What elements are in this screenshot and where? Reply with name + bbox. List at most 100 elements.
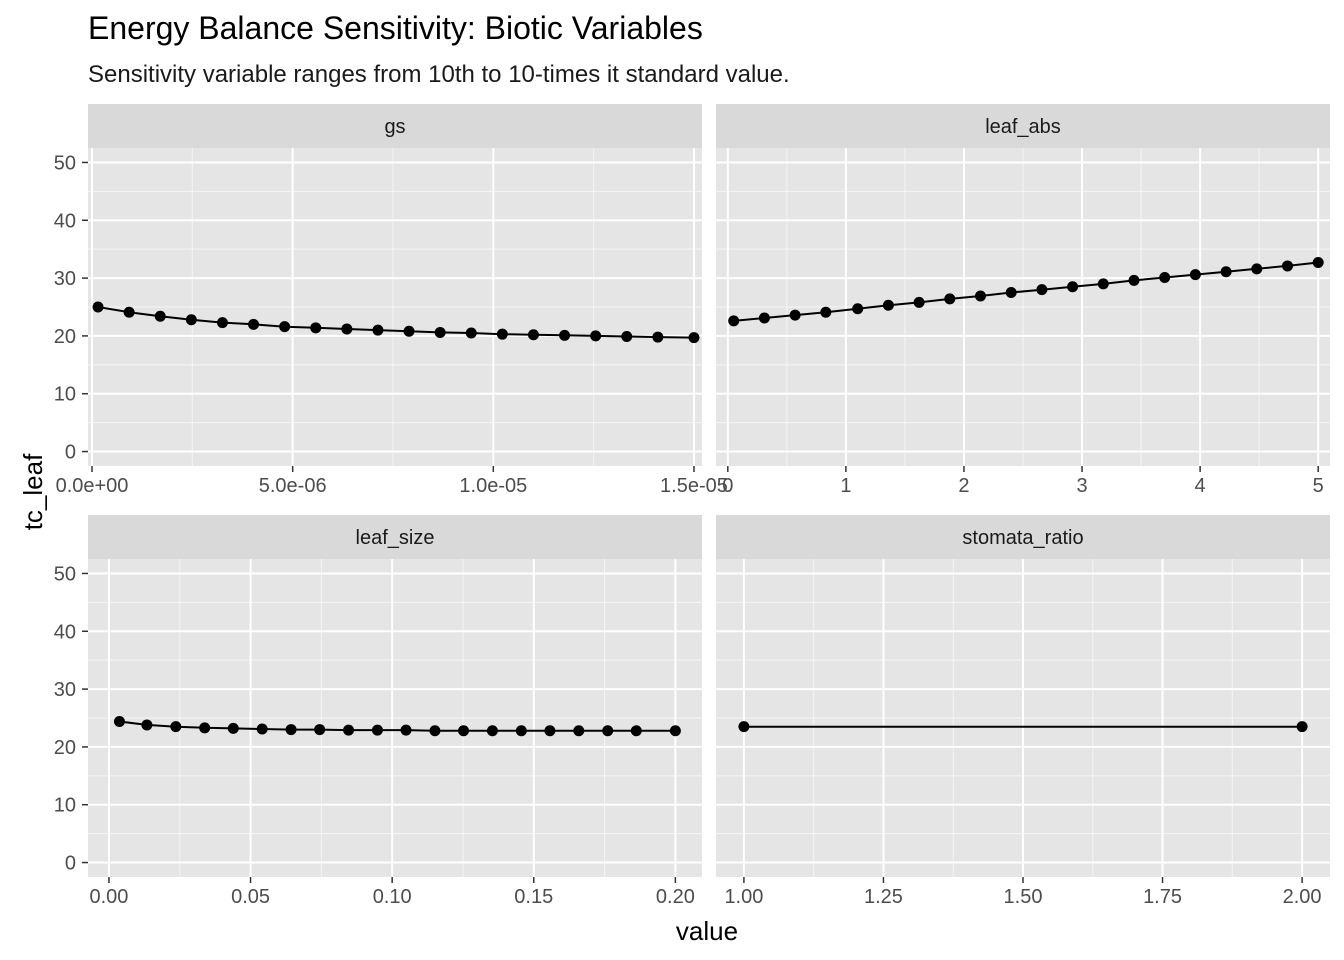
data-point xyxy=(1036,284,1048,296)
x-axis-title: value xyxy=(676,916,738,946)
data-point xyxy=(429,725,441,737)
data-point xyxy=(688,332,700,344)
data-point xyxy=(1281,260,1293,272)
y-tick-label: 10 xyxy=(54,384,76,406)
data-point xyxy=(154,310,166,322)
data-point xyxy=(400,724,412,736)
data-point xyxy=(789,309,801,321)
data-point xyxy=(630,725,642,737)
data-point xyxy=(974,290,986,302)
data-point xyxy=(248,318,260,330)
y-tick-label: 10 xyxy=(54,795,76,817)
facet-strip-label: leaf_size xyxy=(356,527,435,549)
data-point xyxy=(341,323,353,335)
x-tick-label: 1 xyxy=(840,475,851,497)
facet-strip-label: gs xyxy=(384,116,405,138)
data-point xyxy=(820,306,832,318)
facet-gs: gs 0 10 20 30 40 50 0.0e+00 5.0e-06 1.0e-05 1.5e-0… xyxy=(54,104,728,497)
data-point xyxy=(170,721,182,733)
y-tick-label: 20 xyxy=(54,737,76,759)
x-tick-label: 0.0e+00 xyxy=(56,475,129,497)
data-point xyxy=(285,724,297,736)
data-point xyxy=(343,724,355,736)
data-point xyxy=(486,725,498,737)
data-point xyxy=(669,725,681,737)
data-point xyxy=(852,303,864,315)
data-point xyxy=(113,715,125,727)
data-point xyxy=(621,330,633,342)
data-point xyxy=(559,329,571,341)
data-point xyxy=(527,329,539,341)
x-tick-label: 4 xyxy=(1195,475,1206,497)
data-point xyxy=(496,328,508,340)
facet-strip-label: leaf_abs xyxy=(985,116,1061,138)
data-point xyxy=(372,324,384,336)
data-point xyxy=(123,306,135,318)
data-point xyxy=(314,724,326,736)
x-tick-label: 0.20 xyxy=(656,886,695,908)
x-tick-label: 1.00 xyxy=(724,886,763,908)
y-tick-label: 30 xyxy=(54,268,76,290)
data-point xyxy=(1296,721,1308,733)
y-tick-label: 50 xyxy=(54,152,76,174)
y-tick-label: 40 xyxy=(54,210,76,232)
y-tick-label: 50 xyxy=(54,563,76,585)
x-tick-label: 0.10 xyxy=(373,886,412,908)
data-point xyxy=(465,327,477,339)
data-point xyxy=(185,314,197,326)
x-tick-label: 5 xyxy=(1313,475,1324,497)
x-tick-label: 1.75 xyxy=(1143,886,1182,908)
y-tick-label: 20 xyxy=(54,326,76,348)
data-point xyxy=(602,725,614,737)
data-point xyxy=(1251,263,1263,275)
data-point xyxy=(738,721,750,733)
data-point xyxy=(1067,281,1079,293)
data-point xyxy=(310,322,322,334)
facet-strip xyxy=(88,104,702,148)
x-tick-label: 1.25 xyxy=(864,886,903,908)
x-tick-label: 1.50 xyxy=(1004,886,1043,908)
data-point xyxy=(141,719,153,731)
data-point xyxy=(92,301,104,313)
x-tick-label: 2 xyxy=(958,475,969,497)
data-point xyxy=(944,293,956,305)
x-tick-label: 0.15 xyxy=(514,886,553,908)
data-point xyxy=(403,325,415,337)
x-tick-label: 1.5e-05 xyxy=(660,475,728,497)
facet-strip-label: stomata_ratio xyxy=(962,527,1083,549)
data-point xyxy=(882,299,894,311)
data-point xyxy=(728,315,740,327)
x-tick-label: 1.0e-05 xyxy=(459,475,527,497)
chart-title: Energy Balance Sensitivity: Biotic Varia… xyxy=(88,10,703,46)
x-tick-label: 5.0e-06 xyxy=(259,475,327,497)
data-point xyxy=(758,312,770,324)
data-point xyxy=(913,296,925,308)
y-tick-label: 0 xyxy=(65,442,76,464)
y-tick-label: 40 xyxy=(54,621,76,643)
data-point xyxy=(573,725,585,737)
data-point xyxy=(1159,272,1171,284)
facet-strip xyxy=(88,515,702,559)
data-point xyxy=(279,321,291,333)
x-tick-label: 2.00 xyxy=(1283,886,1322,908)
data-point xyxy=(371,724,383,736)
data-point xyxy=(515,725,527,737)
x-tick-label: 3 xyxy=(1076,475,1087,497)
facet-leaf-size: leaf_size 0 10 20 30 40 50 0.00 0.05 0.10 0.15 0.20 xyxy=(54,515,702,908)
data-point xyxy=(434,326,446,338)
data-point xyxy=(227,722,239,734)
data-point xyxy=(458,725,470,737)
x-tick-label: 0.00 xyxy=(89,886,128,908)
data-point xyxy=(544,725,556,737)
data-point xyxy=(652,331,664,343)
x-tick-label: 0 xyxy=(722,475,733,497)
y-tick-label: 30 xyxy=(54,679,76,701)
data-point xyxy=(1128,274,1140,286)
data-point xyxy=(199,722,211,734)
y-tick-label: 0 xyxy=(65,853,76,875)
y-axis-title: tc_leaf xyxy=(18,453,48,530)
x-tick-label: 0.05 xyxy=(231,886,270,908)
data-point xyxy=(216,317,228,329)
